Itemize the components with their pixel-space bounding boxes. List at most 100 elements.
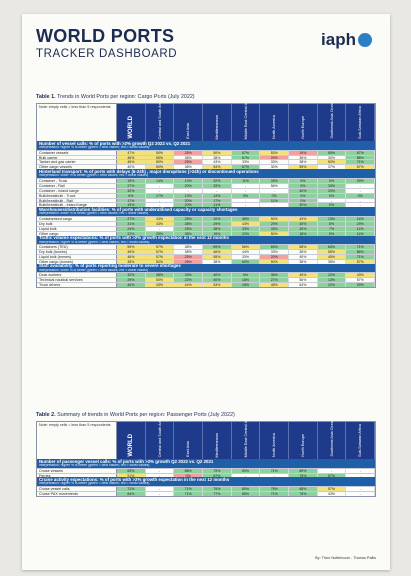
- region-header-label: Sub-Saharan Africa: [358, 106, 363, 139]
- region-header: Mediterranean: [203, 422, 232, 459]
- region-headers: WORLD Central and South America East Asia M…: [117, 412, 376, 459]
- value-cell: 63%: [117, 468, 146, 473]
- page-subtitle: TRACKER DASHBOARD: [36, 48, 178, 60]
- row-label: Dry bulk: [37, 221, 117, 226]
- section-title: Cruise activity expectations: % of ports…: [37, 477, 375, 483]
- table-row: Containerized cargo 27% 43% 25% 20% 38% 50% 43%…: [37, 215, 376, 221]
- value-cell: 57%: [317, 487, 347, 492]
- table-row: Cruise vessel calls 71% -71% 79% 80% 75% 68% 57…: [37, 486, 376, 492]
- value-cell: 20%: [260, 255, 290, 259]
- region-header-label: Central and South America: [157, 411, 162, 457]
- region-header: East Asia: [174, 104, 204, 141]
- value-cell: 50%: [145, 160, 175, 165]
- value-cell: -: [203, 188, 232, 193]
- value-cell: 55%: [317, 250, 347, 254]
- value-cell: 71%: [346, 245, 376, 250]
- value-cell: 50%: [317, 160, 347, 165]
- value-cell: 13%: [174, 193, 204, 198]
- value-cell: 0%: [317, 193, 347, 198]
- value-cell: -: [346, 203, 376, 208]
- region-header: East Asia: [174, 422, 204, 459]
- value-cell: 0%: [317, 231, 347, 236]
- iaph-logo: iaph: [321, 30, 372, 50]
- table-note: Note: empty cells = less than 5 responde…: [37, 422, 117, 459]
- row-label: Container - Truck: [37, 178, 117, 183]
- row-label: Technical nautical services: [37, 278, 117, 283]
- value-cell: 79%: [203, 468, 232, 473]
- value-cell: 67%: [231, 165, 261, 170]
- region-header-label: North Europe: [300, 116, 305, 139]
- value-cell: 19%: [117, 203, 146, 208]
- row-label: Bulk carrier: [37, 155, 117, 160]
- section-interpretation: interpretation: higher % is better (gree…: [37, 146, 375, 150]
- value-cell: 88%: [174, 468, 204, 473]
- region-header: Southeast Asia Oceania: [318, 416, 347, 459]
- value-cell: 38%: [174, 250, 204, 254]
- value-cell: 14%: [203, 193, 232, 198]
- region-header-label: Southeast Asia Oceania: [329, 98, 334, 139]
- value-cell: 50%: [260, 231, 290, 236]
- value-cell: 40%: [203, 273, 232, 278]
- value-cell: 80%: [231, 487, 261, 492]
- value-cell: 45%: [117, 259, 146, 264]
- value-cell: 18%: [231, 278, 261, 283]
- section-title: Number of vessel calls: % of ports with …: [37, 141, 375, 146]
- table-row: Tanker and gas carrier 46% 50% 25% 43% 33% 33%…: [37, 159, 376, 165]
- value-cell: 38%: [203, 155, 232, 160]
- section-interpretation: interpretation: higher % is better (gree…: [37, 464, 375, 468]
- value-cell: 57%: [346, 259, 376, 264]
- value-cell: 38%: [203, 259, 232, 264]
- value-cell: 25%: [174, 259, 204, 264]
- value-cell: 65%: [317, 150, 347, 155]
- value-cell: 22%: [174, 278, 204, 283]
- row-label: Container vessels: [37, 150, 117, 155]
- region-header: Middle East Central Asia: [232, 416, 261, 459]
- value-cell: 13%: [317, 278, 347, 283]
- value-cell: 43%: [231, 221, 261, 226]
- table1-caption-label: Table 1.: [36, 94, 56, 100]
- value-cell: 77%: [203, 492, 232, 496]
- value-cell: -: [145, 492, 175, 496]
- value-cell: 29%: [203, 221, 232, 226]
- value-cell: 0%: [346, 193, 376, 198]
- value-cell: 38%: [289, 160, 318, 165]
- section-title: Traffic volume expectations: % of ports …: [37, 235, 375, 241]
- value-cell: -: [346, 492, 376, 496]
- row-label: Cruise vessel calls: [37, 487, 117, 492]
- value-cell: 22%: [117, 231, 146, 236]
- table-row: Dry bulk 31% 43% 38% 29% 43% 29% 40% 8% 29%: [37, 220, 376, 226]
- value-cell: 20%: [317, 188, 347, 193]
- value-cell: -: [145, 188, 175, 193]
- value-cell: -: [145, 226, 175, 231]
- value-cell: 8%: [317, 221, 347, 226]
- value-cell: 36%: [289, 259, 318, 264]
- value-cell: 83%: [260, 245, 290, 250]
- value-cell: 40%: [289, 255, 318, 259]
- value-cell: 75%: [289, 492, 318, 496]
- value-cell: 60%: [231, 468, 261, 473]
- value-cell: 63%: [317, 245, 347, 250]
- value-cell: 75%: [289, 473, 318, 478]
- value-cell: 33%: [260, 226, 290, 231]
- region-header-label: North Europe: [300, 434, 305, 457]
- value-cell: -: [346, 198, 376, 203]
- region-header-label: Mediterranean: [214, 432, 219, 457]
- value-cell: 85%: [346, 155, 376, 160]
- table1-caption-text: Trends in World Ports per region: Cargo …: [55, 94, 195, 100]
- value-cell: 51%: [117, 473, 146, 478]
- table-row: Container - Truck 15% 14% 13% 32% 11% 33% 9% 0% 2…: [37, 177, 376, 183]
- region-headers: WORLD Central and South America East Asia M…: [117, 94, 376, 141]
- value-cell: 45%: [260, 283, 290, 288]
- value-cell: 44%: [174, 283, 204, 288]
- value-cell: 30%: [289, 226, 318, 231]
- row-label: Container - Rail: [37, 183, 117, 188]
- value-cell: 31%: [117, 221, 146, 226]
- value-cell: 14%: [145, 178, 175, 183]
- value-cell: 9%: [289, 178, 318, 183]
- row-label: Container - Inland barge: [37, 188, 117, 193]
- region-header-label: WORLD: [127, 116, 134, 139]
- value-cell: 36%: [289, 250, 318, 254]
- region-header: Mediterranean: [203, 104, 232, 141]
- value-cell: -: [231, 183, 261, 188]
- value-cell: 38%: [203, 226, 232, 231]
